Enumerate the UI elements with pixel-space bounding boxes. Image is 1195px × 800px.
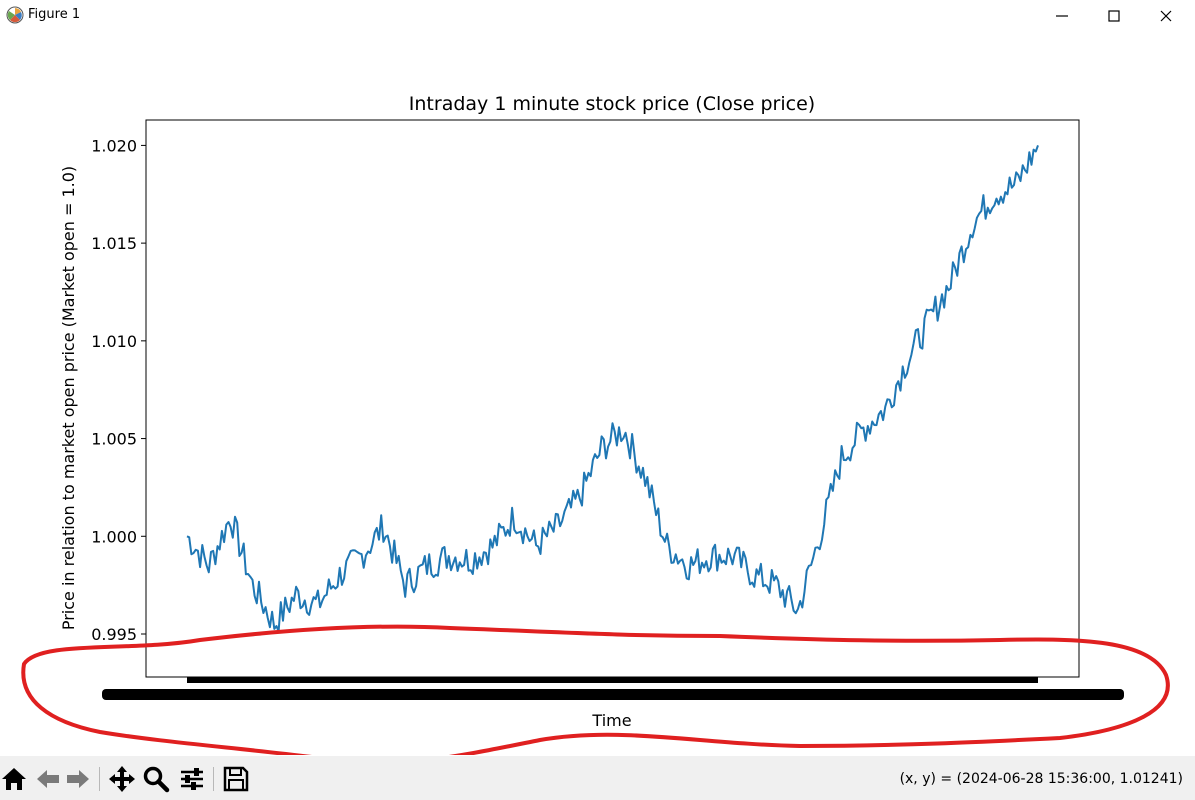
- line-chart: Intraday 1 minute stock price (Close pri…: [21, 93, 1170, 765]
- maximize-icon: [1108, 10, 1120, 22]
- window-titlebar: Figure 1: [0, 0, 1195, 32]
- configure-subplots-button[interactable]: [178, 765, 206, 793]
- navigation-toolbar: (x, y) = (2024-06-28 15:36:00, 1.01241): [0, 756, 1195, 800]
- home-button[interactable]: [0, 765, 28, 793]
- pan-icon: [109, 766, 135, 792]
- y-axis-label: Price in relation to market open price (…: [59, 166, 78, 630]
- home-icon: [2, 768, 26, 790]
- window-title: Figure 1: [28, 7, 81, 22]
- x-tick-marks: [187, 677, 1038, 683]
- close-button[interactable]: [1143, 0, 1189, 32]
- y-tick-label: 1.015: [91, 234, 137, 253]
- toolbar-separator: [99, 767, 100, 791]
- matplotlib-icon: [6, 6, 24, 24]
- y-axis: 0.995 1.000 1.005 1.010 1.015 1.020: [91, 136, 146, 644]
- figure-canvas[interactable]: Intraday 1 minute stock price (Close pri…: [0, 32, 1195, 765]
- close-icon: [1160, 10, 1172, 22]
- y-tick-label: 0.995: [91, 625, 137, 644]
- y-tick-label: 1.010: [91, 332, 137, 351]
- forward-icon: [67, 770, 89, 788]
- toolbar-separator: [213, 767, 214, 791]
- minimize-icon: [1056, 15, 1068, 17]
- x-axis-label: Time: [591, 711, 631, 730]
- zoom-button[interactable]: [142, 765, 170, 793]
- maximize-button[interactable]: [1091, 0, 1137, 32]
- y-tick-label: 1.005: [91, 430, 137, 449]
- cursor-coordinates: (x, y) = (2024-06-28 15:36:00, 1.01241): [899, 771, 1183, 787]
- y-tick-label: 1.000: [91, 527, 137, 546]
- y-tick-label: 1.020: [91, 136, 137, 155]
- chart-title: Intraday 1 minute stock price (Close pri…: [409, 93, 815, 115]
- series-line: [186, 145, 1039, 633]
- plot-frame: [145, 119, 1080, 678]
- configure-subplots-icon: [181, 768, 203, 790]
- save-icon: [223, 766, 249, 792]
- back-icon: [37, 770, 59, 788]
- back-button[interactable]: [34, 765, 62, 793]
- x-tick-labels-overlap: [102, 689, 1124, 700]
- pan-button[interactable]: [108, 765, 136, 793]
- forward-button[interactable]: [64, 765, 92, 793]
- minimize-button[interactable]: [1039, 0, 1085, 32]
- zoom-icon: [143, 766, 170, 793]
- save-button[interactable]: [222, 765, 250, 793]
